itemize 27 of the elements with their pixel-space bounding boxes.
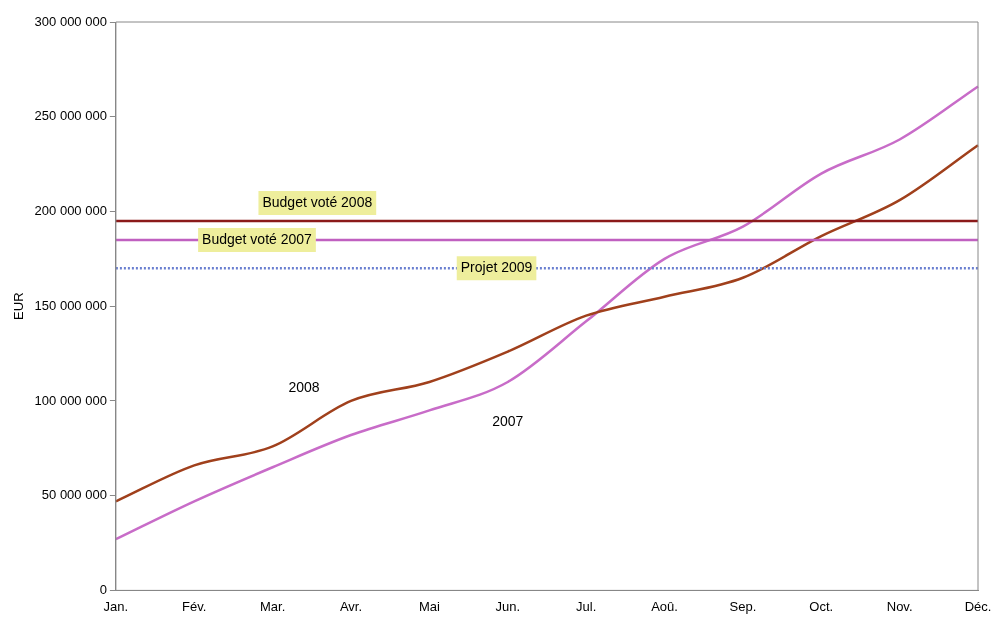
y-tick-label: 250 000 000	[34, 108, 107, 124]
y-tick-label: 0	[99, 581, 107, 597]
y-tick-label: 150 000 000	[34, 297, 107, 313]
x-tick-label: Jul.	[576, 598, 597, 614]
line-series	[114, 85, 980, 541]
y-tick-label: 300 000 000	[34, 13, 107, 29]
x-tick-label: Oct.	[809, 598, 834, 614]
y-axis-title: EUR	[11, 292, 27, 320]
x-tick-label: Mar.	[259, 598, 286, 614]
series-label: 2007	[492, 412, 524, 429]
x-tick-label: Aoû.	[651, 598, 678, 614]
x-tick-label: Mai	[418, 598, 440, 614]
y-tick-label: 100 000 000	[34, 392, 107, 408]
y-tick-label: 200 000 000	[34, 203, 107, 219]
x-tick-label: Fév.	[182, 598, 207, 614]
x-tick-label: Nov.	[886, 598, 913, 614]
x-tick-label: Avr.	[339, 598, 363, 614]
x-tick-label: Jan.	[103, 598, 129, 614]
line-series	[114, 143, 980, 503]
x-tick-label: Jun.	[495, 598, 521, 614]
y-tick-label: 50 000 000	[41, 487, 107, 503]
x-tick-label: Déc.	[964, 598, 992, 614]
series-label: 2008	[288, 379, 320, 396]
ref-line-label: Projet 2009	[460, 259, 533, 276]
x-tick-label: Sep.	[729, 598, 757, 614]
ref-line-label: Budget voté 2008	[262, 193, 373, 210]
ref-line-label: Budget voté 2007	[202, 230, 313, 247]
